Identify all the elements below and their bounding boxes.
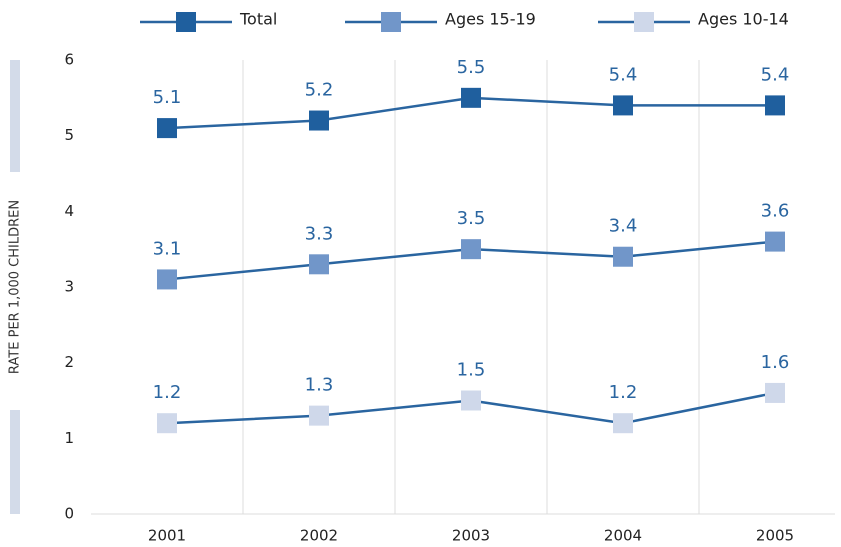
data-label: 3.1 [153,238,182,259]
x-tick-label: 2002 [300,527,338,545]
data-label: 5.5 [457,57,486,78]
marker [613,413,633,434]
data-label: 1.3 [305,375,334,396]
x-tick-label: 2004 [604,527,642,545]
marker [461,390,481,411]
legend-label: Ages 15-19 [445,10,536,29]
marker [765,95,785,116]
data-label: 1.5 [457,360,486,381]
data-label: 5.1 [153,87,182,108]
marker [309,405,329,426]
data-label: 5.2 [305,80,334,101]
marker [765,382,785,403]
data-label: 3.5 [457,208,486,229]
marker [309,110,329,131]
data-label: 1.2 [609,382,638,403]
y-tick-label: 4 [64,202,74,220]
axis-label-decoration [10,60,20,172]
marker [309,254,329,275]
axis-label-decoration [10,410,20,514]
data-label: 5.4 [761,64,790,85]
marker [157,118,177,139]
data-label: 3.4 [609,216,638,237]
marker [157,413,177,434]
marker [613,95,633,116]
x-tick-label: 2005 [756,527,794,545]
legend-label: Total [239,10,277,29]
marker [461,239,481,260]
y-axis-title: RATE PER 1,000 CHILDREN [8,200,23,374]
data-label: 1.6 [761,352,790,373]
legend-marker [381,12,401,32]
y-tick-label: 2 [64,353,74,371]
legend-marker [634,12,654,32]
legend-marker [176,12,196,32]
y-tick-label: 6 [64,51,74,69]
y-tick-label: 5 [64,126,74,144]
data-label: 1.2 [153,382,182,403]
marker [157,269,177,290]
data-label: 3.3 [305,223,334,244]
x-tick-label: 2003 [452,527,490,545]
y-tick-label: 1 [64,429,74,447]
marker [613,246,633,267]
data-label: 3.6 [761,201,790,222]
data-label: 5.4 [609,64,638,85]
y-tick-label: 3 [64,278,74,296]
x-tick-label: 2001 [148,527,186,545]
legend-label: Ages 10-14 [698,10,789,29]
marker [461,87,481,108]
marker [765,231,785,252]
y-tick-label: 0 [64,505,74,523]
